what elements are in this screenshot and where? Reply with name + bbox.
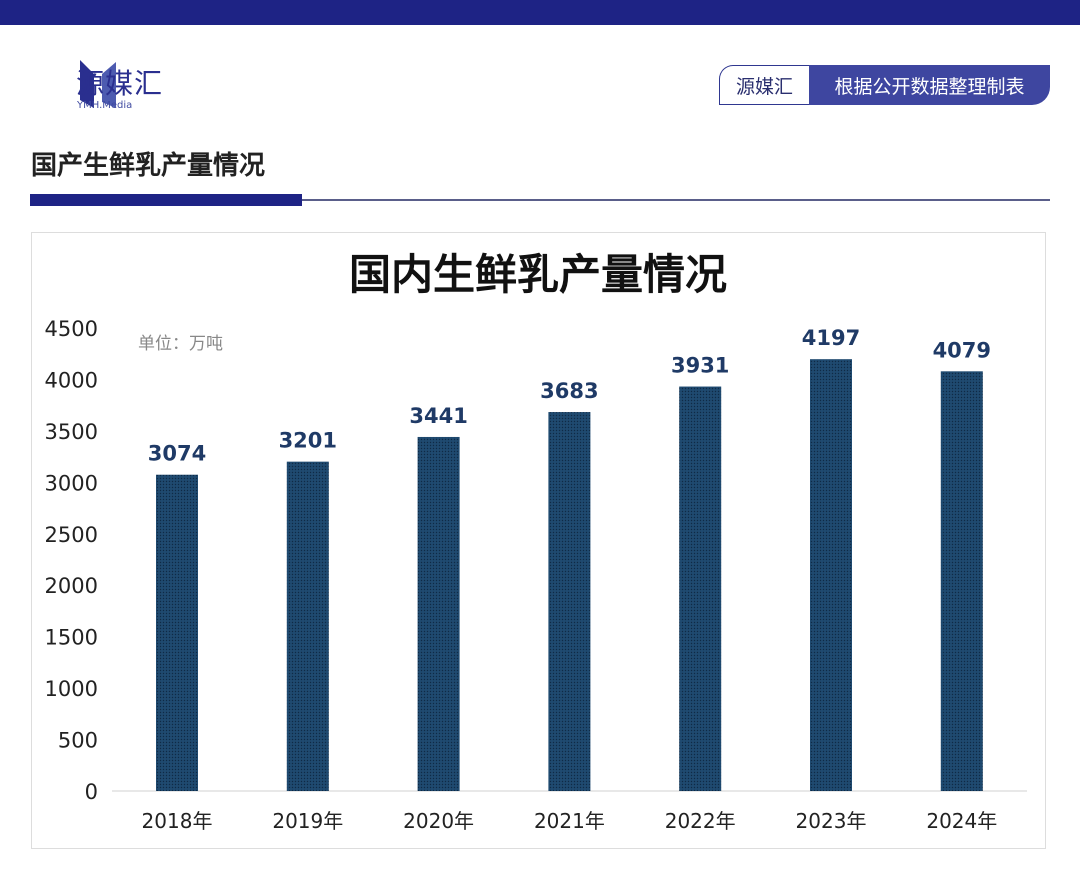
- badge-brand: 源媒汇: [719, 65, 809, 105]
- section-title: 国产生鲜乳产量情况: [31, 151, 266, 181]
- bar: [548, 412, 591, 791]
- badge-source: 根据公开数据整理制表: [809, 65, 1050, 105]
- y-tick-label: 1500: [45, 626, 98, 650]
- data-label: 4197: [802, 326, 860, 350]
- brand-logo-icon: [80, 60, 116, 108]
- top-bar: [0, 0, 1080, 25]
- divider-line: [302, 199, 1050, 201]
- data-label: 3074: [148, 442, 206, 466]
- y-tick-label: 0: [85, 780, 98, 804]
- unit-label: 单位：万吨: [138, 334, 223, 354]
- y-tick-label: 3000: [45, 471, 98, 495]
- bar: [286, 461, 329, 791]
- y-tick-label: 4500: [45, 317, 98, 341]
- bar: [417, 436, 460, 791]
- brand-sub: YMH.Media: [77, 100, 133, 111]
- x-tick-label: 2019年: [272, 809, 343, 833]
- x-tick-label: 2020年: [403, 809, 474, 833]
- chart-title: 国内生鲜乳产量情况: [349, 250, 727, 299]
- y-tick-label: 500: [58, 729, 98, 753]
- bar: [679, 386, 722, 791]
- data-label: 3201: [279, 429, 337, 453]
- bar: [810, 359, 852, 791]
- data-label: 3683: [540, 379, 598, 403]
- y-tick-label: 2500: [45, 523, 98, 547]
- source-badge: 源媒汇 根据公开数据整理制表: [719, 65, 1050, 105]
- bar: [156, 474, 198, 791]
- y-tick-label: 3500: [45, 420, 98, 444]
- data-label: 3931: [671, 354, 729, 378]
- x-tick-label: 2022年: [665, 809, 736, 833]
- divider-accent: [30, 194, 302, 206]
- y-tick-label: 2000: [45, 574, 98, 598]
- x-tick-label: 2021年: [534, 809, 605, 833]
- x-tick-label: 2024年: [926, 809, 997, 833]
- x-tick-label: 2023年: [796, 809, 867, 833]
- x-tick-label: 2018年: [142, 809, 213, 833]
- data-label: 4079: [933, 338, 991, 362]
- y-tick-label: 1000: [45, 677, 98, 701]
- y-tick-label: 4000: [45, 368, 98, 392]
- data-label: 3441: [409, 404, 467, 428]
- brand-name: 源媒汇: [76, 67, 164, 100]
- chart-card: [31, 232, 1046, 849]
- bar: [940, 371, 983, 791]
